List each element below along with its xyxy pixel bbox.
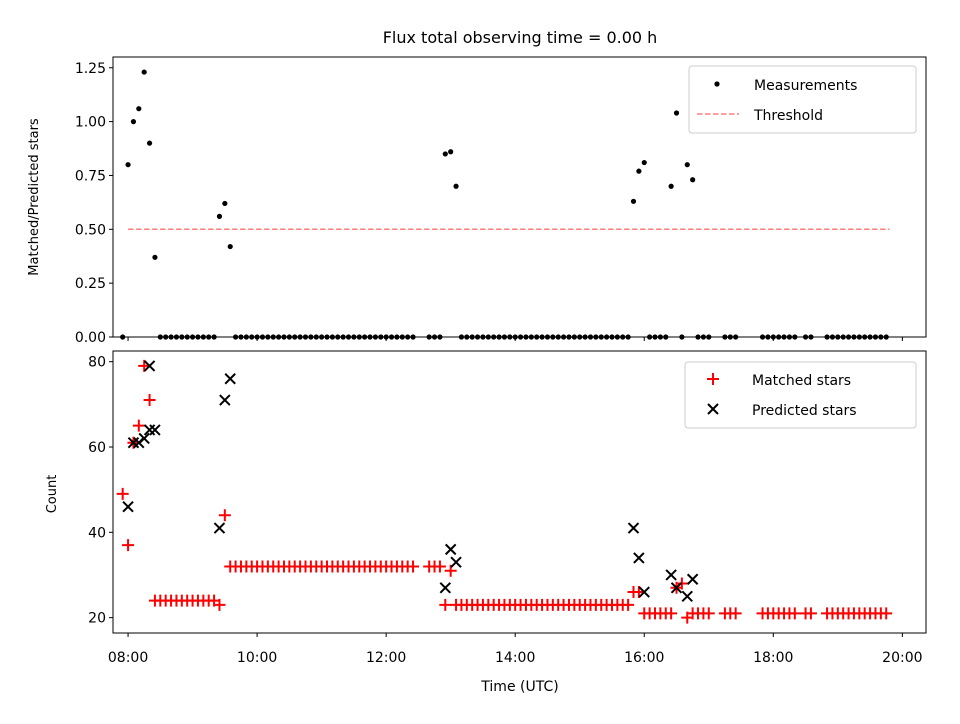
bottom-panel: Count 20 40 60 80 08:00 10:00 12:00 14:00 16:00… — [45, 350, 927, 695]
matched-stars-point — [407, 560, 420, 573]
predicted-stars-point — [219, 394, 231, 406]
top-y-ticks: 0.00 0.25 0.50 0.75 1.00 1.25 — [75, 61, 113, 346]
top-y-tick-label: 0.00 — [75, 330, 106, 346]
measurement-point — [146, 140, 153, 146]
measurement-point — [227, 243, 233, 250]
bottom-x-tick-label: 16:00 — [624, 650, 664, 666]
predicted-stars-point — [670, 582, 683, 594]
top-panel: Matched/Predicted stars 0.00 0.25 0.50 0.75… — [27, 56, 927, 346]
matched-stars-point — [433, 560, 446, 573]
measurement-point — [673, 110, 680, 116]
matched-stars-point — [880, 607, 893, 620]
predicted-stars-point — [627, 522, 640, 534]
matched-stars-point — [132, 419, 145, 432]
measurement-point — [453, 183, 459, 189]
measurement-point — [448, 149, 454, 155]
matched-stars-point — [116, 487, 129, 500]
bottom-y-tick-label: 40 — [88, 525, 106, 541]
matched-stars-point — [122, 539, 135, 552]
predicted-stars-point — [122, 501, 134, 513]
top-plot-frame — [112, 56, 927, 338]
predicted-stars-point — [633, 552, 645, 564]
bottom-x-tick-label: 18:00 — [753, 650, 793, 666]
predicted-stars-point — [149, 424, 161, 436]
predicted-stars-point — [143, 360, 156, 372]
bottom-legend: Matched stars Predicted stars — [684, 361, 917, 429]
predicted-stars-point — [444, 543, 457, 556]
measurement-point — [684, 162, 690, 168]
predicted-stars-point — [450, 556, 462, 568]
bottom-y-tick-label: 60 — [88, 440, 106, 456]
measurement-point — [222, 200, 228, 207]
bottom-x-tick-label: 08:00 — [108, 650, 148, 666]
bottom-x-tick-label: 14:00 — [495, 650, 535, 666]
measurement-point — [690, 177, 696, 183]
measurement-point — [668, 183, 674, 189]
bottom-y-tick-label: 20 — [88, 611, 106, 627]
bottom-x-tick-label: 20:00 — [882, 650, 922, 666]
matched-stars-point — [439, 598, 452, 611]
legend-matched-label: Matched stars — [752, 373, 851, 389]
matched-stars-point — [665, 607, 678, 620]
matched-stars-point — [729, 607, 742, 620]
measurement-point — [630, 198, 637, 204]
matched-stars-point — [788, 607, 801, 620]
x-axis-label: Time (UTC) — [480, 679, 558, 695]
predicted-stars-point — [213, 522, 226, 534]
predicted-stars-point — [439, 582, 452, 594]
measurement-point — [152, 254, 158, 260]
top-y-tick-label: 0.25 — [75, 276, 106, 292]
legend-matched-marker — [707, 373, 719, 385]
bottom-x-ticks: 08:00 10:00 12:00 14:00 16:00 18:00 20:00 — [108, 633, 923, 666]
predicted-stars-point — [638, 586, 650, 598]
top-y-tick-label: 0.50 — [75, 222, 106, 238]
bottom-y-ticks: 20 40 60 80 — [88, 355, 113, 627]
top-y-axis-label: Matched/Predicted stars — [27, 118, 42, 276]
measurement-point — [216, 213, 223, 219]
predicted-stars-point — [665, 569, 677, 581]
predicted-stars-point — [681, 590, 693, 603]
matched-stars-point — [622, 598, 635, 611]
legend-predicted-label: Predicted stars — [752, 403, 857, 419]
predicted-stars-point — [138, 432, 150, 445]
bottom-y-axis-label: Count — [45, 475, 60, 514]
legend-threshold-label: Threshold — [753, 108, 823, 124]
legend-measurements-marker — [714, 81, 720, 87]
legend-measurements-label: Measurements — [754, 78, 857, 94]
measurement-point — [641, 159, 647, 166]
matched-stars-point — [213, 598, 226, 611]
matched-stars-point — [702, 607, 715, 620]
measurement-point — [130, 119, 137, 125]
matched-stars-point — [143, 394, 156, 407]
bottom-y-tick-label: 80 — [88, 355, 106, 371]
figure-title: Flux total observing time = 0.00 h — [383, 28, 658, 47]
top-y-tick-label: 1.00 — [75, 115, 106, 131]
bottom-legend-box — [684, 361, 917, 429]
predicted-stars-point — [224, 373, 236, 385]
top-y-tick-label: 0.75 — [75, 168, 106, 184]
top-y-tick-label: 1.25 — [75, 61, 106, 77]
matched-stars-points — [116, 359, 893, 624]
measurement-point — [636, 168, 642, 174]
predicted-stars-point — [686, 573, 699, 585]
bottom-x-tick-label: 12:00 — [366, 650, 406, 666]
matched-stars-point — [218, 509, 231, 522]
predicted-stars-points — [122, 360, 699, 603]
measurement-point — [442, 151, 448, 157]
legend-predicted-marker — [707, 403, 719, 415]
bottom-plot-frame — [112, 350, 927, 634]
bottom-x-tick-label: 10:00 — [237, 650, 277, 666]
measurement-point — [136, 106, 142, 112]
top-legend-box — [688, 65, 917, 134]
top-legend: Measurements Threshold — [688, 65, 917, 134]
measurement-point — [125, 162, 131, 168]
measurement-point — [141, 69, 147, 75]
matched-stars-point — [804, 607, 817, 620]
